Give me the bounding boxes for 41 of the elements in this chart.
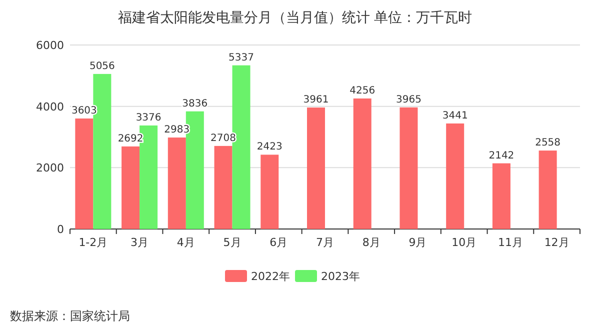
source-note: 数据来源：国家统计局 [10, 309, 130, 323]
x-tick-label: 10月 [452, 236, 477, 249]
data-label: 2558 [535, 138, 561, 149]
bar [214, 146, 232, 229]
data-label: 3961 [303, 94, 329, 106]
x-tick-label: 5月 [223, 236, 242, 249]
x-tick-label: 6月 [270, 236, 288, 249]
legend-label: 2022年 [251, 270, 290, 283]
data-label: 2142 [488, 150, 514, 162]
x-tick-label: 7月 [316, 236, 334, 249]
x-tick-label: 3月 [130, 236, 149, 249]
bar [75, 118, 94, 229]
legend-label: 2023年 [321, 270, 360, 283]
x-tick-label: 8月 [362, 236, 380, 249]
x-tick-label: 11月 [498, 236, 523, 249]
bar [538, 150, 557, 229]
x-tick-label: 12月 [544, 236, 570, 249]
bar [446, 123, 464, 229]
bar [122, 146, 140, 229]
bar [400, 107, 418, 229]
data-label: 3836 [182, 98, 208, 110]
data-label: 2423 [256, 142, 282, 153]
chart-title: 福建省太阳能发电量分月（当月值）统计 单位：万千瓦时 [118, 10, 472, 26]
bar [168, 138, 186, 229]
bar [260, 154, 279, 229]
bar [492, 163, 510, 229]
data-label: 5337 [228, 52, 254, 64]
data-label: 5056 [89, 60, 115, 72]
data-label: 3441 [442, 110, 468, 122]
x-tick-label: 9月 [408, 236, 427, 249]
data-label: 4256 [350, 85, 376, 96]
x-tick-label: 1-2月 [78, 236, 108, 249]
y-tick-label: 6000 [36, 39, 64, 52]
bar [307, 108, 325, 229]
y-tick-label: 0 [57, 223, 64, 236]
bar [353, 98, 372, 229]
y-tick-label: 2000 [36, 162, 64, 175]
y-tick-label: 4000 [36, 100, 64, 114]
data-label: 3965 [396, 94, 422, 106]
data-label: 3376 [136, 112, 162, 124]
x-tick-label: 4月 [176, 236, 195, 249]
